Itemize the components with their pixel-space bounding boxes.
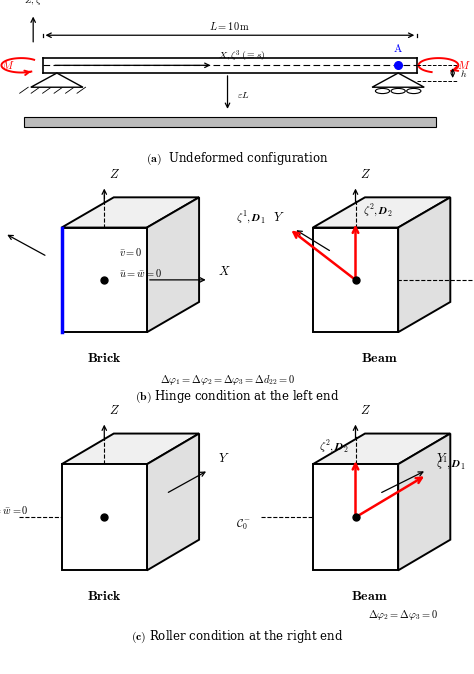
Text: $\zeta^2,\boldsymbol{D}_2$: $\zeta^2,\boldsymbol{D}_2$ — [363, 204, 392, 220]
Text: $\zeta^2,\boldsymbol{D}_2$: $\zeta^2,\boldsymbol{D}_2$ — [319, 439, 348, 455]
Text: $Y$: $Y$ — [273, 211, 284, 224]
Text: $M$: $M$ — [457, 59, 471, 71]
FancyBboxPatch shape — [24, 117, 436, 127]
Text: $\mathbf{Brick}$: $\mathbf{Brick}$ — [87, 350, 122, 365]
Text: $X$: $X$ — [218, 265, 231, 278]
Polygon shape — [313, 433, 450, 464]
Text: $\mathbf{Beam}$: $\mathbf{Beam}$ — [361, 350, 398, 365]
Text: $\mathbf{Beam}$: $\mathbf{Beam}$ — [351, 589, 388, 603]
Text: $\Delta\varphi_2 = \Delta\varphi_3 = 0$: $\Delta\varphi_2 = \Delta\varphi_3 = 0$ — [368, 608, 438, 622]
Text: $\mathbf{(b)}$ Hinge condition at the left end: $\mathbf{(b)}$ Hinge condition at the le… — [135, 389, 339, 406]
Text: $\mathbf{(a)}$  Undeformed configuration: $\mathbf{(a)}$ Undeformed configuration — [146, 150, 328, 166]
Text: $\mathrm{A}$: $\mathrm{A}$ — [393, 42, 403, 54]
Polygon shape — [147, 197, 199, 332]
Text: $\varepsilon L$: $\varepsilon L$ — [237, 90, 250, 100]
Text: $Z$: $Z$ — [360, 404, 371, 417]
Text: $\mathbf{(c)}$ Roller condition at the right end: $\mathbf{(c)}$ Roller condition at the r… — [131, 628, 343, 644]
Polygon shape — [62, 464, 147, 570]
Text: $h$: $h$ — [460, 67, 467, 79]
Polygon shape — [31, 73, 83, 87]
Circle shape — [407, 88, 421, 94]
Polygon shape — [372, 73, 424, 87]
Polygon shape — [313, 464, 398, 570]
Text: $Z$: $Z$ — [360, 168, 371, 181]
Text: $\mathbf{Brick}$: $\mathbf{Brick}$ — [87, 589, 122, 603]
Polygon shape — [313, 228, 398, 332]
Text: $Z$: $Z$ — [109, 168, 120, 181]
Polygon shape — [62, 433, 199, 464]
Text: $Z,\zeta^2$: $Z,\zeta^2$ — [24, 0, 45, 9]
Text: $\bar{u} = \bar{w} = 0$: $\bar{u} = \bar{w} = 0$ — [118, 267, 162, 279]
Circle shape — [391, 88, 405, 94]
Circle shape — [375, 88, 390, 94]
Text: $X,\zeta^3\,(\equiv s)$: $X,\zeta^3\,(\equiv s)$ — [218, 49, 265, 65]
Polygon shape — [313, 197, 450, 228]
Text: $\bar{v} = \bar{w} = 0$: $\bar{v} = \bar{w} = 0$ — [0, 504, 28, 516]
Polygon shape — [398, 433, 450, 570]
Text: $Y$: $Y$ — [436, 452, 447, 465]
Text: $\zeta^1,\boldsymbol{D}_1$: $\zeta^1,\boldsymbol{D}_1$ — [236, 210, 265, 226]
Text: $Z$: $Z$ — [109, 404, 120, 417]
Polygon shape — [62, 228, 147, 332]
Text: $\bar{v} = 0$: $\bar{v} = 0$ — [118, 246, 142, 258]
Text: $\Delta\varphi_1 = \Delta\varphi_2 = \Delta\varphi_3 = \Delta d_{22} = 0$: $\Delta\varphi_1 = \Delta\varphi_2 = \De… — [160, 373, 295, 387]
Polygon shape — [147, 433, 199, 570]
Text: $\zeta^1,\boldsymbol{D}_1$: $\zeta^1,\boldsymbol{D}_1$ — [436, 456, 466, 472]
Text: $M$: $M$ — [1, 59, 15, 71]
Text: $\mathcal{C}_0^-$: $\mathcal{C}_0^-$ — [236, 517, 251, 532]
Polygon shape — [398, 197, 450, 332]
Polygon shape — [62, 197, 199, 228]
Text: $L = 10\,\mathrm{m}$: $L = 10\,\mathrm{m}$ — [210, 20, 250, 32]
Text: $Y$: $Y$ — [218, 452, 229, 465]
